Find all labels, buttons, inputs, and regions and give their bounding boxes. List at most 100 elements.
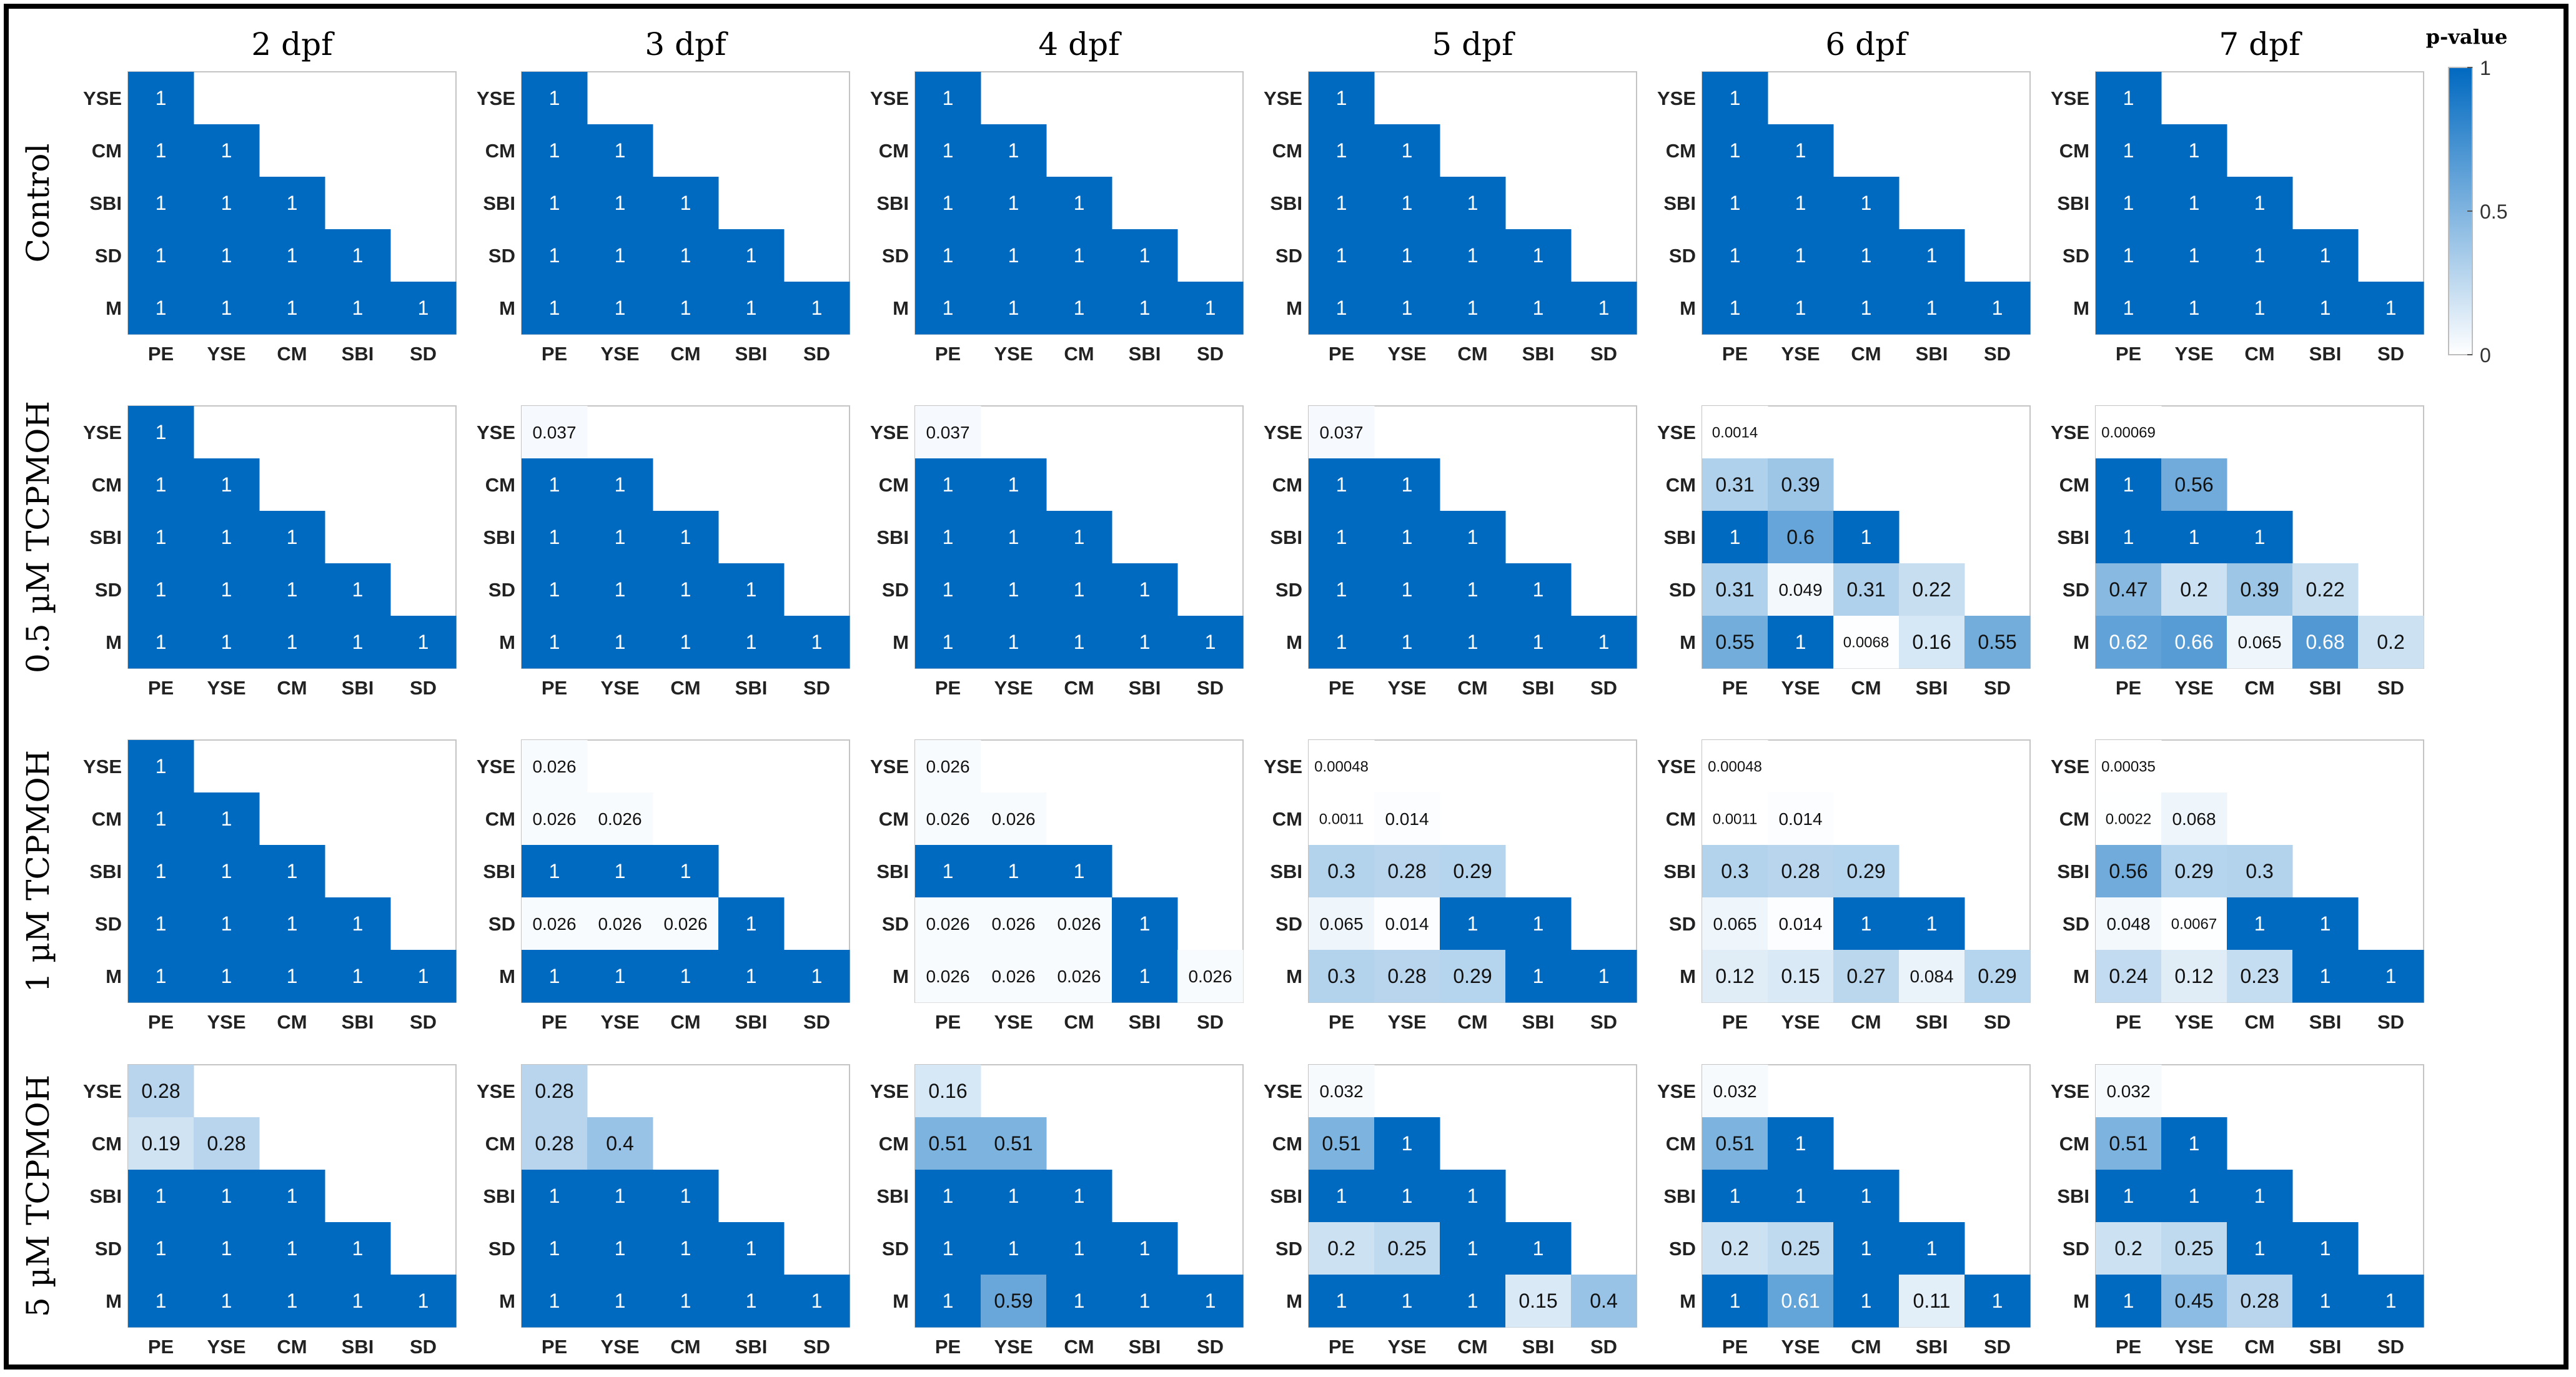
heatmap-cell	[2227, 511, 2293, 564]
heatmap-cell	[2096, 1275, 2162, 1328]
x-tick-label: CM	[277, 1011, 307, 1033]
cell-value-label: 1	[1533, 297, 1544, 319]
cell-value-label: 1	[1205, 297, 1216, 319]
cell-value-label: 1	[746, 244, 757, 267]
heatmap-cell	[522, 229, 588, 282]
column-title: 2 dpf	[251, 26, 335, 62]
heatmap-cell	[1702, 511, 1768, 564]
cell-value-label: 1	[1008, 139, 1019, 162]
x-tick-label: CM	[1064, 343, 1094, 365]
x-tick-label: SD	[1197, 677, 1224, 699]
heatmap-cell	[522, 1065, 588, 1118]
cell-value-label: 1	[680, 578, 691, 601]
heatmap-cell	[1440, 563, 1506, 616]
y-tick-label: SBI	[2057, 526, 2089, 548]
heatmap-cell	[981, 1275, 1047, 1328]
cell-value-label: 1	[287, 297, 298, 319]
y-tick-label: CM	[92, 1133, 122, 1155]
cell-value-label: 1	[156, 1237, 167, 1260]
heatmap-cell	[2161, 616, 2227, 669]
x-tick-label: SBI	[2309, 677, 2342, 699]
row-title: Control	[20, 144, 56, 263]
heatmap-cell	[784, 282, 850, 335]
cell-value-label: 1	[1861, 1237, 1872, 1260]
x-tick-label: SD	[2377, 1011, 2404, 1033]
heatmap-cell	[2358, 950, 2424, 1003]
cell-value-label: 1	[615, 473, 626, 496]
heatmap-cell	[2161, 1222, 2227, 1275]
heatmap-cell	[2292, 282, 2359, 335]
cell-value-label: 1	[1139, 578, 1151, 601]
cell-value-label: 1	[352, 1237, 364, 1260]
cell-value-label: 1	[615, 578, 626, 601]
cell-value-label: 1	[1139, 965, 1151, 987]
heatmap-cell	[2227, 1222, 2293, 1275]
cell-value-label: 1	[746, 1237, 757, 1260]
y-tick-label: CM	[485, 808, 515, 830]
x-tick-label: SBI	[1916, 343, 1948, 365]
cell-value-label: 1	[615, 192, 626, 214]
column-title: 6 dpf	[1825, 26, 1909, 62]
cell-value-label: 0.014	[1778, 914, 1822, 934]
cell-value-label: 0.56	[2109, 860, 2147, 882]
cell-value-label: 1	[287, 526, 298, 548]
heatmap-cell	[2096, 458, 2162, 511]
column-title: 5 dpf	[1432, 26, 1515, 62]
cell-value-label: 1	[1336, 87, 1347, 109]
heatmap-cell	[718, 1275, 785, 1328]
heatmap-cell	[1309, 1117, 1375, 1170]
heatmap-cell	[2096, 845, 2162, 898]
cell-value-label: 1	[1533, 578, 1544, 601]
cell-value-label: 1	[811, 297, 823, 319]
x-tick-label: PE	[2116, 677, 2141, 699]
cell-value-label: 0.0011	[1319, 811, 1364, 827]
heatmap-cell	[1768, 1222, 1834, 1275]
cell-value-label: 1	[156, 192, 167, 214]
heatmap-panel: 0.00048 0.0011 0.014 0.3 0.28 0.29 0.065 0.014 1…	[1657, 739, 2031, 1033]
heatmap-cell	[1899, 950, 1965, 1003]
heatmap-cell	[981, 563, 1047, 616]
y-tick-label: SD	[1669, 1238, 1696, 1260]
heatmap-cell	[587, 845, 653, 898]
cell-value-label: 1	[1730, 1290, 1741, 1312]
cell-value-label: 0.065	[1319, 914, 1363, 934]
heatmap-cell	[128, 1222, 194, 1275]
heatmap-cell	[2227, 845, 2293, 898]
cell-value-label: 1	[1730, 526, 1741, 548]
y-tick-label: YSE	[1657, 1080, 1696, 1102]
heatmap-cell	[2161, 563, 2227, 616]
heatmap-cell	[981, 124, 1047, 177]
heatmap-cell	[587, 1275, 653, 1328]
cell-value-label: 1	[615, 139, 626, 162]
y-tick-label: CM	[2059, 1133, 2089, 1155]
heatmap-cell	[1768, 124, 1834, 177]
x-tick-label: SBI	[2309, 1336, 2342, 1358]
cell-value-label: 0.032	[1713, 1082, 1756, 1101]
cell-value-label: 1	[680, 1185, 691, 1207]
heatmap-cell	[1112, 282, 1178, 335]
heatmap-cell	[2096, 563, 2162, 616]
heatmap-cell	[1374, 845, 1440, 898]
heatmap-cell	[1112, 1275, 1178, 1328]
y-tick-label: M	[2073, 631, 2089, 653]
cell-value-label: 1	[2123, 1185, 2134, 1207]
heatmap-cell	[1833, 229, 1900, 282]
heatmap-cell	[522, 1170, 588, 1223]
heatmap-cell	[2161, 897, 2227, 950]
y-tick-label: SD	[2063, 579, 2089, 601]
cell-value-label: 1	[2320, 965, 2331, 987]
cell-value-label: 1	[1336, 297, 1347, 319]
heatmap-cell	[194, 1117, 260, 1170]
y-tick-label: YSE	[83, 756, 122, 777]
cell-value-label: 1	[2320, 297, 2331, 319]
cell-value-label: 1	[1795, 139, 1806, 162]
cell-value-label: 1	[352, 631, 364, 653]
heatmap-cell	[981, 616, 1047, 669]
y-tick-label: SBI	[89, 861, 122, 882]
y-tick-label: YSE	[2051, 87, 2089, 109]
cell-value-label: 1	[1467, 297, 1479, 319]
cell-value-label: 1	[1074, 1290, 1085, 1312]
cell-value-label: 1	[680, 297, 691, 319]
cell-value-label: 1	[221, 526, 232, 548]
x-tick-label: PE	[935, 1336, 961, 1358]
